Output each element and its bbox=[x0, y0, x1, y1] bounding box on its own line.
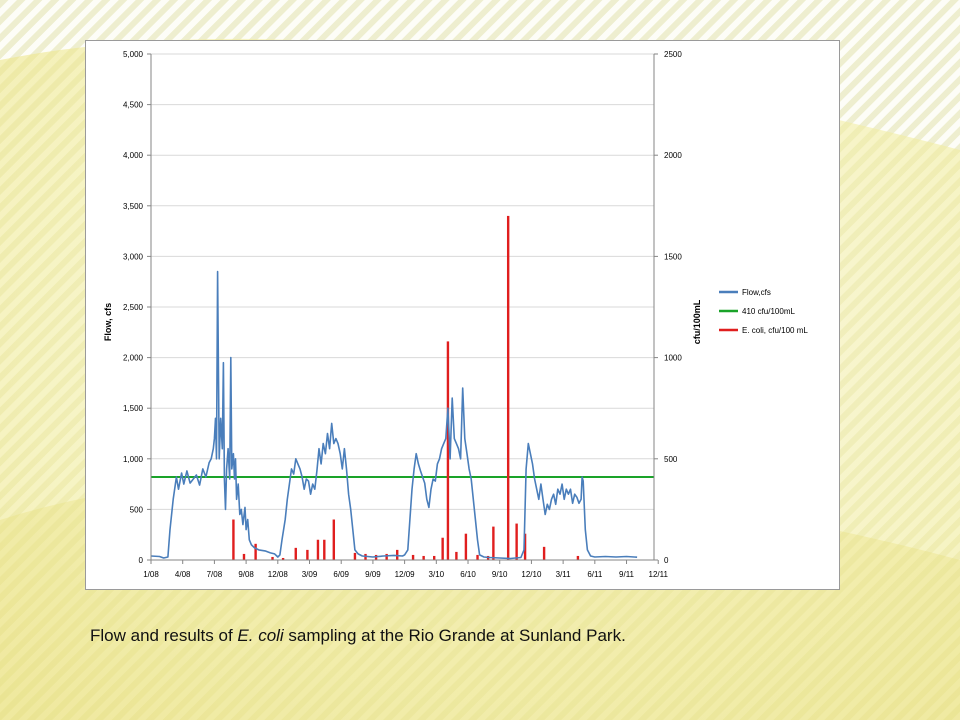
ecoli-bar bbox=[411, 554, 415, 560]
y-tick-label: 0 bbox=[139, 556, 144, 565]
ecoli-bar bbox=[306, 549, 309, 560]
y-tick-label: 500 bbox=[130, 505, 144, 514]
caption-prefix: Flow and results of bbox=[90, 626, 238, 645]
x-tick-label: 6/09 bbox=[333, 570, 349, 579]
x-tick-label: 12/10 bbox=[521, 570, 542, 579]
y-tick-label: 3,000 bbox=[123, 252, 144, 261]
x-tick-label: 9/11 bbox=[619, 570, 635, 579]
ecoli-bar bbox=[455, 551, 458, 560]
ecoli-bar bbox=[446, 341, 450, 560]
y2-tick-label: 2000 bbox=[664, 151, 682, 160]
ecoli-bar bbox=[271, 556, 274, 560]
legend-label-threshold: 410 cfu/100mL bbox=[742, 307, 795, 316]
ecoli-bar bbox=[422, 555, 425, 560]
y2-tick-label: 1500 bbox=[664, 252, 682, 261]
x-tick-label: 4/08 bbox=[175, 570, 191, 579]
legend: Flow,cfs 410 cfu/100mL E. coli, cfu/100 … bbox=[719, 288, 808, 335]
caption-suffix: sampling at the Rio Grande at Sunland Pa… bbox=[283, 626, 626, 645]
ecoli-bar bbox=[242, 553, 246, 560]
y-tick-label: 3,500 bbox=[123, 202, 144, 211]
ecoli-bar bbox=[254, 543, 257, 560]
ecoli-bar bbox=[492, 526, 495, 560]
flow-line bbox=[150, 270, 638, 560]
y-tick-label: 4,500 bbox=[123, 101, 144, 110]
x-tick-label: 3/10 bbox=[429, 570, 445, 579]
y2-tick-label: 2500 bbox=[664, 50, 682, 59]
ecoli-bar bbox=[385, 553, 388, 560]
ecoli-bar bbox=[294, 547, 297, 560]
x-tick-label: 1/08 bbox=[143, 570, 159, 579]
x-tick-label: 3/09 bbox=[302, 570, 318, 579]
y2-tick-label: 1000 bbox=[664, 354, 682, 363]
ecoli-bar bbox=[281, 557, 285, 560]
y2-axis-label: cfu/100mL bbox=[692, 299, 702, 344]
ecoli-bars bbox=[232, 215, 580, 561]
ecoli-bar bbox=[523, 533, 527, 560]
figure-caption: Flow and results of E. coli sampling at … bbox=[90, 626, 626, 646]
ecoli-bar bbox=[353, 552, 357, 560]
x-tick-label: 6/10 bbox=[460, 570, 476, 579]
y-tick-label: 2,000 bbox=[123, 354, 144, 363]
legend-label-ecoli: E. coli, cfu/100 mL bbox=[742, 326, 808, 335]
y-tick-label: 1,000 bbox=[123, 455, 144, 464]
y-tick-label: 2,500 bbox=[123, 303, 144, 312]
x-tick-label: 9/08 bbox=[238, 570, 254, 579]
x-tick-label: 12/08 bbox=[268, 570, 289, 579]
x-tick-label: 12/09 bbox=[395, 570, 416, 579]
ecoli-bar bbox=[464, 533, 468, 560]
x-tick-label: 12/11 bbox=[649, 570, 669, 579]
ecoli-bar bbox=[232, 519, 235, 560]
x-tick-label: 9/09 bbox=[365, 570, 381, 579]
y-tick-label: 4,000 bbox=[123, 151, 144, 160]
x-tick-label: 6/11 bbox=[587, 570, 603, 579]
gridlines bbox=[151, 53, 654, 510]
x-tick-label: 3/11 bbox=[556, 570, 572, 579]
flow-line-group bbox=[150, 270, 638, 560]
y-tick-label: 5,000 bbox=[123, 50, 144, 59]
tick-labels: 0 500 1,000 1,500 2,000 2,500 3,000 3,500 4,000 4… bbox=[123, 50, 682, 579]
x-tick-label: 9/10 bbox=[492, 570, 508, 579]
y-axis-label: Flow, cfs bbox=[103, 303, 113, 341]
y2-tick-label: 500 bbox=[664, 455, 678, 464]
flow-ecoli-chart: 0 500 1,000 1,500 2,000 2,500 3,000 3,500 4,000 4… bbox=[103, 50, 808, 579]
ecoli-bar bbox=[441, 537, 444, 560]
y2-tick-label: 0 bbox=[664, 556, 669, 565]
y-tick-label: 1,500 bbox=[123, 404, 144, 413]
ecoli-bar bbox=[515, 523, 518, 560]
ecoli-bar bbox=[476, 554, 479, 560]
ecoli-bar bbox=[433, 555, 436, 560]
ecoli-bar bbox=[316, 539, 320, 560]
legend-label-flow: Flow,cfs bbox=[742, 288, 771, 297]
axes bbox=[147, 53, 659, 564]
x-tick-label: 7/08 bbox=[207, 570, 223, 579]
ecoli-bar bbox=[332, 519, 336, 560]
chart-frame: 0 500 1,000 1,500 2,000 2,500 3,000 3,500 4,000 4… bbox=[85, 40, 840, 590]
ecoli-bar bbox=[576, 555, 580, 560]
ecoli-bar bbox=[506, 215, 510, 561]
caption-italic: E. coli bbox=[237, 626, 284, 645]
ecoli-bar bbox=[542, 546, 546, 560]
ecoli-bar bbox=[323, 539, 326, 560]
